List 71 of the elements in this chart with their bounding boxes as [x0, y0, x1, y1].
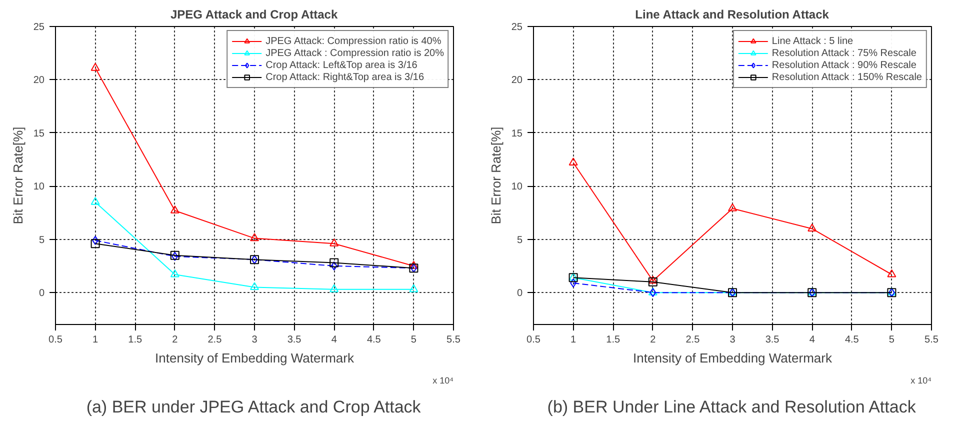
- y-tick-label: 0: [516, 288, 523, 300]
- x-tick-label: 1.5: [128, 334, 142, 346]
- x-tick-label: 3.5: [287, 334, 302, 346]
- point: [250, 282, 259, 290]
- y-tick-label: 10: [33, 182, 45, 193]
- x-tick-label: 3: [730, 334, 736, 346]
- y-tick-label: 20: [511, 75, 523, 86]
- chart-title: Line Attack and Resolution Attack: [635, 8, 830, 22]
- point: [330, 284, 339, 292]
- text: (b) BER Under Line Attack and Resolution Attack: [547, 398, 916, 416]
- y-tick-label: 5: [38, 234, 45, 246]
- x-tick-label: 2.5: [208, 334, 222, 346]
- point: [648, 276, 658, 284]
- x-tick-label: 5.5: [446, 334, 461, 346]
- point: [90, 62, 100, 71]
- x-tick-label: 2: [650, 334, 656, 346]
- x-tick-label: 0.5: [48, 334, 63, 346]
- point: [170, 206, 180, 214]
- legend-label: Resolution Attack : 150% Rescale: [772, 71, 922, 83]
- x-tick-label: 5.5: [924, 334, 939, 346]
- point: [330, 238, 339, 246]
- point: [808, 224, 817, 232]
- y-tick-label: 15: [511, 128, 523, 140]
- y-tick-label: 5: [516, 234, 523, 246]
- point: [90, 239, 100, 248]
- x-tick-label: 0.5: [526, 334, 541, 346]
- y-tick-label: 0: [38, 288, 45, 300]
- x-tick-label: 4.5: [366, 334, 382, 346]
- point: [568, 158, 578, 166]
- x-tick-label: 1: [570, 334, 577, 346]
- x-tick-label: 1: [92, 334, 99, 346]
- x-tick-label: 2: [172, 334, 178, 346]
- y-tick-label: 25: [33, 22, 45, 33]
- y-tick-label: 20: [33, 75, 45, 86]
- point: [728, 203, 737, 212]
- y-tick-label: 15: [33, 128, 45, 140]
- y-tick-label: 10: [511, 182, 523, 193]
- legend-label: JPEG Attack : Compression ratio is 20%: [266, 47, 444, 59]
- point: [409, 260, 418, 269]
- y-tick-label: 25: [511, 22, 523, 33]
- point: [409, 284, 418, 292]
- x-tick-label: 5: [888, 334, 895, 346]
- x-axis-title: Intensity of Embedding Watermark: [633, 350, 832, 366]
- legend-label: Crop Attack: Right&Top area is 3/16: [266, 71, 424, 83]
- legend-label: Line Attack : 5 line: [772, 35, 854, 47]
- x-tick-label: 4.5: [844, 334, 860, 346]
- x-tick-label: 2.5: [686, 334, 700, 346]
- y-axis-title: Bit Error Rate[%]: [10, 126, 26, 224]
- text: x 10⁴: [910, 376, 932, 386]
- text: x 10⁴: [432, 376, 454, 386]
- x-tick-label: 3.5: [765, 334, 780, 346]
- point: [330, 261, 338, 270]
- x-tick-label: 1.5: [606, 334, 620, 346]
- text: (a) BER under JPEG Attack and Crop Attack: [86, 398, 422, 416]
- point: [330, 258, 339, 268]
- x-tick-label: 5: [410, 334, 417, 346]
- x-tick-label: 4: [809, 334, 816, 346]
- y-axis-title: Bit Error Rate[%]: [488, 126, 504, 224]
- point: [887, 269, 896, 278]
- point: [90, 196, 100, 205]
- legend-label: Crop Attack: Left&Top area is 3/16: [266, 59, 418, 71]
- chart-title: JPEG Attack and Crop Attack: [170, 8, 338, 22]
- point: [648, 277, 658, 286]
- legend-label: Resolution Attack : 75% Rescale: [772, 47, 916, 59]
- x-tick-label: 4: [331, 334, 338, 346]
- legend-label: Resolution Attack : 90% Rescale: [772, 59, 916, 71]
- legend-label: JPEG Attack: Compression ratio is 40%: [266, 35, 442, 47]
- point: [250, 233, 259, 242]
- point: [170, 269, 180, 278]
- x-tick-label: 3: [252, 334, 258, 346]
- x-axis-title: Intensity of Embedding Watermark: [155, 350, 354, 366]
